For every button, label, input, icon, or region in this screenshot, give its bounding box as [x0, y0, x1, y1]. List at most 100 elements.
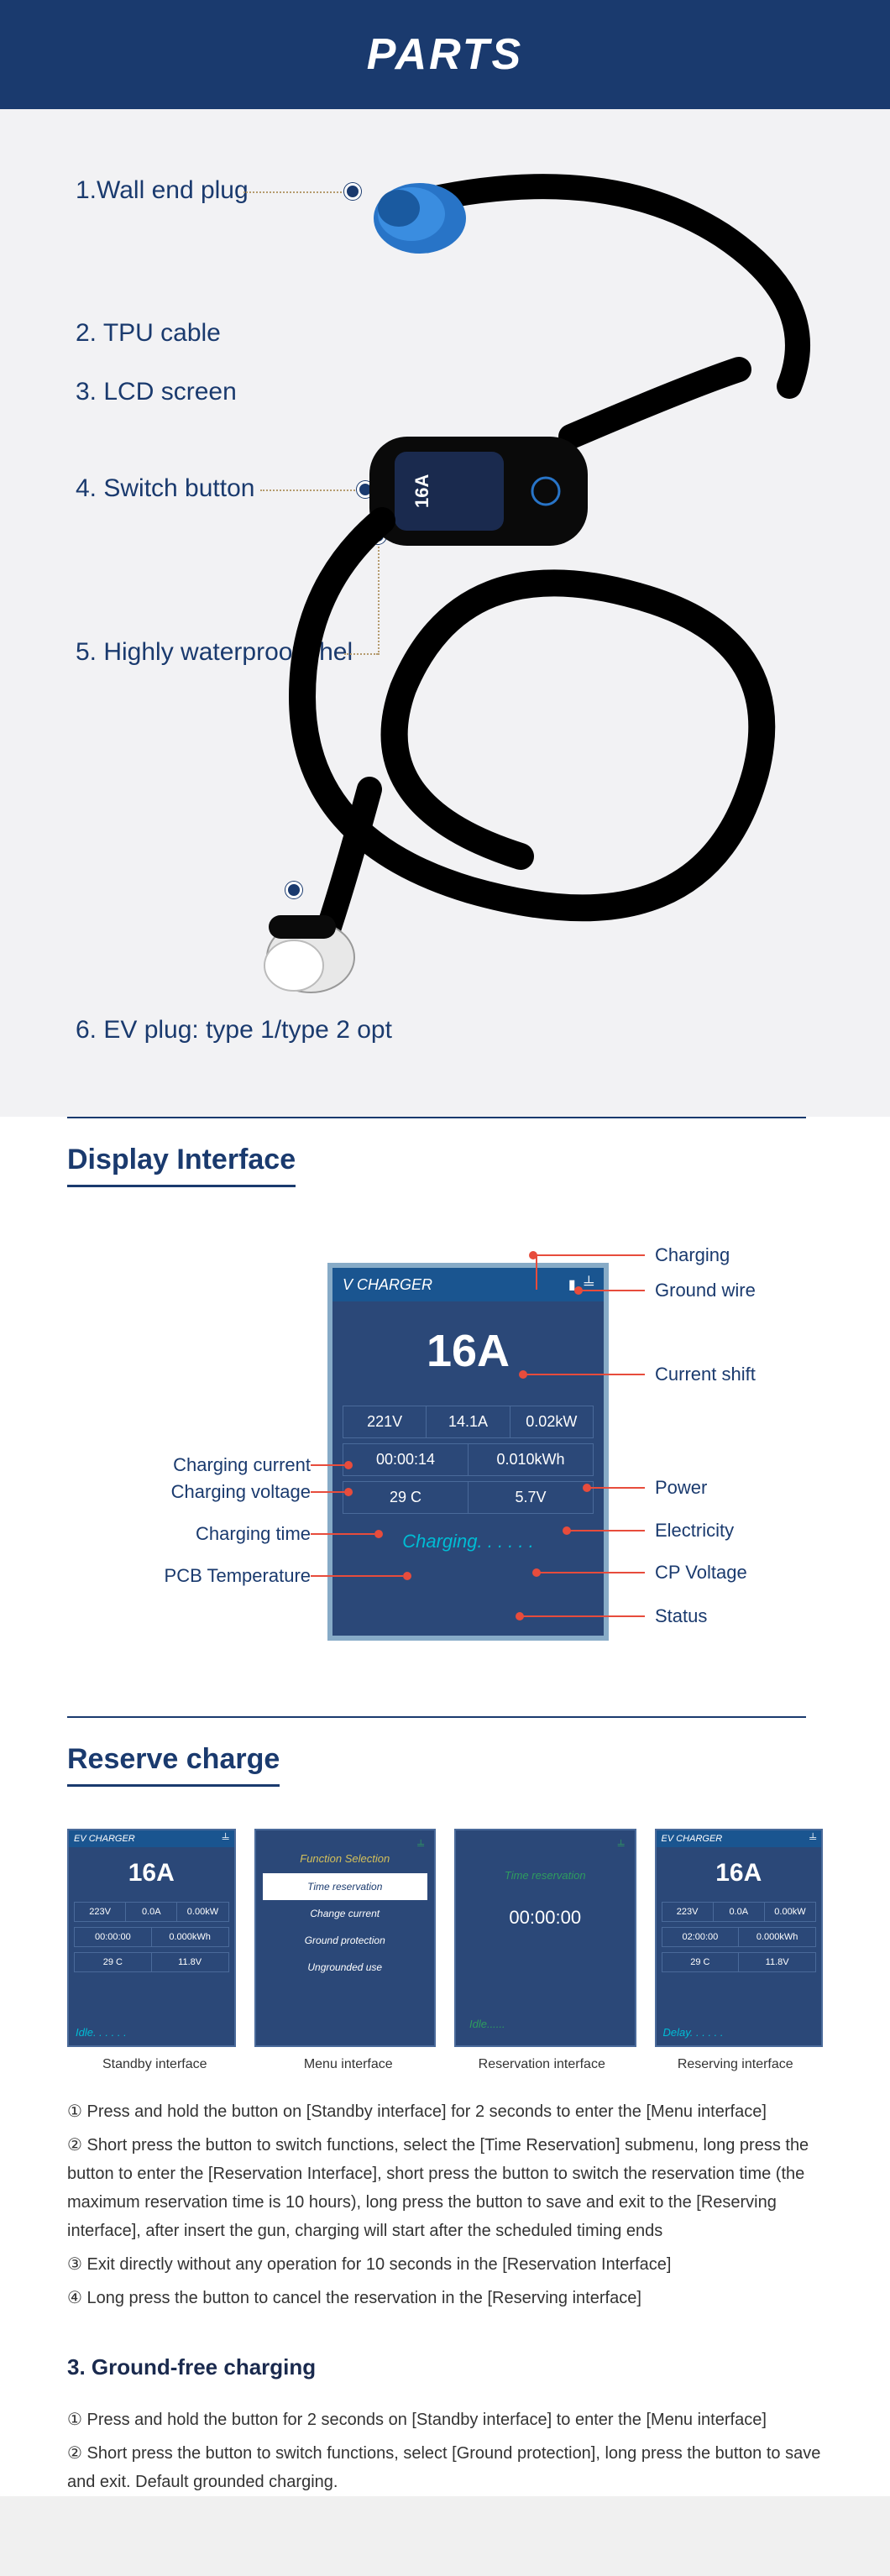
lcd-current: 16A	[332, 1301, 604, 1401]
cell: 0.0A	[714, 1903, 765, 1921]
lcd-screen: V CHARGER ▮ ╧ 16A 221V 14.1A 0.02kW 00:0…	[327, 1263, 609, 1641]
reserve-charge-section: EV CHARGER╧ 16A 223V0.0A0.00kW 00:00:000…	[67, 1829, 823, 2072]
part-label-2: 2. TPU cable	[76, 319, 221, 348]
cell: 223V	[75, 1903, 126, 1921]
lcd-temp: 29 C	[343, 1482, 469, 1513]
label-charging-voltage: Charging voltage	[67, 1481, 311, 1503]
cell: 29 C	[75, 1953, 152, 1971]
screen-current: 16A	[657, 1847, 822, 1899]
callout-dot	[529, 1251, 537, 1259]
screen-title: EV CHARGER	[74, 1834, 135, 1844]
callout-dot	[516, 1612, 524, 1620]
lcd-time: 00:00:14	[343, 1444, 469, 1475]
ground-icon: ╧	[463, 1839, 628, 1852]
label-charging-current: Charging current	[67, 1454, 311, 1476]
label-status: Status	[655, 1605, 707, 1627]
callout-line	[311, 1575, 403, 1577]
label-charging: Charging	[655, 1244, 730, 1266]
callout-dot	[563, 1526, 571, 1535]
menu-item: Ungrounded use	[263, 1954, 428, 1981]
menu-item: Change current	[263, 1900, 428, 1927]
screen-menu: ╧ Function Selection Time reservation Ch…	[254, 1829, 437, 2047]
screen-standby: EV CHARGER ╧ 16A 223V0.0A0.00kW 00:00:000…	[67, 1829, 236, 2047]
cell: 02:00:00	[662, 1928, 740, 1946]
screen-label: Reservation interface	[454, 2057, 630, 2072]
instruction: ① Press and hold the button on [Standby …	[67, 2097, 823, 2126]
menu-item-selected: Time reservation	[263, 1873, 428, 1900]
instruction: ④ Long press the button to cancel the re…	[67, 2284, 823, 2312]
ground-instructions: ① Press and hold the button for 2 second…	[67, 2406, 823, 2496]
ground-icon: ╧	[263, 1839, 428, 1852]
reservation-time: 00:00:00	[463, 1907, 628, 1929]
part-label-3: 3. LCD screen	[76, 378, 237, 406]
callout-dot	[574, 1286, 583, 1295]
parts-header: PARTS	[0, 0, 890, 109]
callout-line	[524, 1374, 645, 1375]
ground-icon: ╧	[222, 1834, 229, 1844]
instruction: ① Press and hold the button for 2 second…	[67, 2406, 823, 2434]
callout-line	[579, 1290, 645, 1291]
lcd-energy: 0.010kWh	[469, 1444, 593, 1475]
lcd-status: Charging. . . . . .	[332, 1519, 604, 1559]
label-cp-voltage: CP Voltage	[655, 1562, 747, 1584]
callout-line	[588, 1487, 645, 1489]
lcd-voltage: 221V	[343, 1406, 427, 1437]
reservation-status: Idle......	[463, 2011, 628, 2037]
screen-status: Delay. . . . . .	[657, 2019, 822, 2045]
screen-title: EV CHARGER	[662, 1834, 723, 1844]
label-charging-time: Charging time	[67, 1523, 311, 1545]
label-electricity: Electricity	[655, 1520, 734, 1542]
instruction: ② Short press the button to switch funct…	[67, 2439, 823, 2496]
lcd-amp: 14.1A	[427, 1406, 510, 1437]
callout-dot	[519, 1370, 527, 1379]
lcd-title: V CHARGER	[343, 1276, 560, 1294]
callout-line	[536, 1254, 645, 1256]
callout-line	[311, 1491, 344, 1493]
parts-diagram: 1.Wall end plug 2. TPU cable 3. LCD scre…	[0, 109, 890, 1117]
callout-line	[568, 1530, 645, 1531]
reservation-title: Time reservation	[463, 1869, 628, 1882]
callout-line	[311, 1464, 344, 1466]
callout-dot	[344, 1461, 353, 1469]
instruction: ③ Exit directly without any operation fo…	[67, 2250, 823, 2279]
cell: 0.000kWh	[739, 1928, 815, 1946]
screen-current: 16A	[69, 1847, 234, 1899]
callout-line	[537, 1572, 645, 1573]
screen-label: Menu interface	[261, 2057, 437, 2072]
cell: 0.00kW	[177, 1903, 228, 1921]
label-current-shift: Current shift	[655, 1364, 756, 1385]
part-label-4: 4. Switch button	[76, 474, 254, 503]
part-label-1: 1.Wall end plug	[76, 176, 249, 205]
lcd-cpv: 5.7V	[469, 1482, 593, 1513]
screen-label: Reserving interface	[648, 2057, 824, 2072]
callout-dot	[344, 1488, 353, 1496]
lcd-power: 0.02kW	[510, 1406, 593, 1437]
label-power: Power	[655, 1477, 707, 1499]
display-interface: V CHARGER ▮ ╧ 16A 221V 14.1A 0.02kW 00:0…	[67, 1229, 823, 1699]
reserve-heading: Reserve charge	[67, 1718, 280, 1787]
ground-icon: ╧	[809, 1834, 816, 1844]
cell: 29 C	[662, 1953, 740, 1971]
menu-title: Function Selection	[263, 1852, 428, 1865]
screen-reserving: EV CHARGER╧ 16A 223V0.0A0.00kW 02:00:000…	[655, 1829, 824, 2047]
instruction: ② Short press the button to switch funct…	[67, 2131, 823, 2245]
reserve-instructions: ① Press and hold the button on [Standby …	[67, 2097, 823, 2312]
callout-line	[521, 1615, 645, 1617]
cell: 11.8V	[152, 1953, 228, 1971]
label-ground-wire: Ground wire	[655, 1280, 756, 1301]
svg-text:16A: 16A	[411, 474, 432, 508]
cell: 0.0A	[126, 1903, 177, 1921]
label-pcb-temp: PCB Temperature	[67, 1565, 311, 1587]
cell: 11.8V	[739, 1953, 815, 1971]
cell: 0.00kW	[765, 1903, 815, 1921]
callout-line	[311, 1533, 374, 1535]
callout-line	[536, 1254, 537, 1290]
cell: 0.000kWh	[152, 1928, 228, 1946]
cell: 00:00:00	[75, 1928, 152, 1946]
screen-status: Idle. . . . . .	[69, 2019, 234, 2045]
callout-dot	[583, 1484, 591, 1492]
callout-dot	[374, 1530, 383, 1538]
callout-dot	[532, 1568, 541, 1577]
ground-free-heading: 3. Ground-free charging	[67, 2354, 823, 2380]
screen-reservation: ╧ Time reservation 00:00:00 Idle......	[454, 1829, 636, 2047]
